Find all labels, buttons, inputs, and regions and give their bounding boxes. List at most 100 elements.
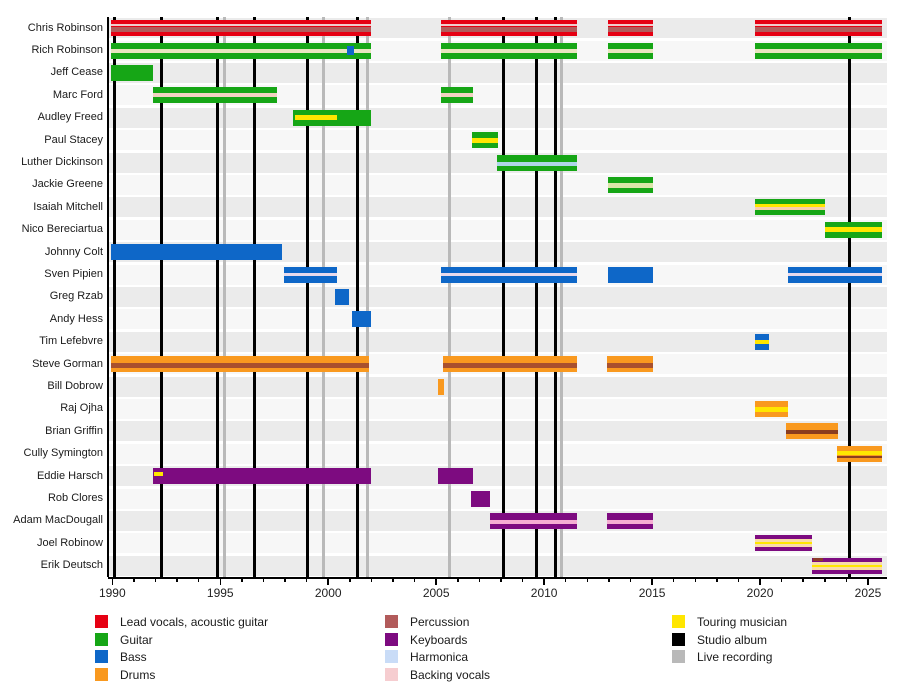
legend-label: Touring musician [697, 615, 788, 629]
x-axis-minor-tick [154, 578, 157, 582]
legend-label: Bass [120, 650, 147, 665]
member-label: Eddie Harsch [36, 469, 103, 482]
bar-stripe [111, 24, 372, 27]
bar-stripe [440, 26, 577, 32]
row-band [108, 376, 887, 397]
legend-label: Harmonica [410, 650, 469, 665]
x-axis-minor-tick [262, 578, 265, 582]
legend-label: Keyboards [410, 632, 468, 647]
bar-stripe [111, 48, 372, 53]
bar-stripe [111, 26, 372, 32]
legend-swatch [672, 632, 685, 646]
bar-stripe [471, 137, 498, 143]
legend-label: Live recording [697, 650, 773, 665]
x-axis-minor-tick [457, 578, 459, 582]
studio-album-line [502, 17, 506, 577]
row-band [108, 555, 887, 576]
legend-label: Lead vocals, acoustic guitar [120, 615, 269, 629]
studio-album-line [554, 17, 558, 577]
bar-stripe [496, 161, 577, 166]
legend-item: Backing vocals [385, 667, 635, 682]
member-label: Johnny Colt [44, 245, 103, 258]
timeline-bar [438, 468, 473, 485]
member-label: Marc Ford [52, 88, 103, 101]
member-label: Brian Griffin [45, 424, 103, 437]
member-label: Paul Stacey [44, 133, 103, 146]
studio-album-line [112, 17, 116, 577]
bar-stripe [754, 406, 789, 412]
member-label: Bill Dobrow [47, 379, 103, 392]
bar-stripe [754, 48, 883, 53]
x-axis-minor-tick [716, 578, 718, 582]
bar-overlay [283, 273, 337, 277]
bar-stripe [440, 93, 473, 98]
timeline-bar [607, 266, 654, 283]
live-recording-line [448, 17, 452, 577]
legend-swatch [95, 667, 108, 681]
studio-album-line [159, 17, 163, 577]
bar-stripe [824, 227, 883, 233]
legend-swatch [672, 615, 685, 628]
member-label: Luther Dickinson [21, 155, 103, 168]
live-recording-line [366, 17, 370, 577]
x-axis-minor-tick [176, 578, 178, 582]
timeline-bar [351, 311, 372, 328]
x-axis-minor-tick [133, 578, 135, 582]
studio-album-line [252, 17, 256, 577]
bar-stripe [606, 362, 654, 368]
x-axis-tick-label: 2025 [854, 586, 882, 600]
member-label: Andy Hess [49, 312, 103, 325]
bar-stripe [607, 182, 654, 188]
row-band [108, 175, 887, 195]
legend-label: Percussion [410, 615, 470, 629]
member-label: Jeff Cease [50, 66, 103, 79]
row-band [108, 331, 887, 352]
member-label: Rob Clores [47, 491, 103, 504]
legend-item: Studio album [672, 632, 900, 647]
y-axis-spine [107, 17, 109, 577]
row-band [108, 443, 887, 464]
bar-stripe [490, 520, 577, 524]
x-axis-major-tick [327, 578, 329, 585]
row-band [108, 488, 887, 509]
member-label: Rich Robinson [31, 43, 103, 56]
row-band [108, 421, 887, 442]
live-recording-line [560, 17, 564, 577]
legend-swatch [385, 667, 398, 681]
legend-item: Percussion [385, 615, 635, 629]
member-label: Greg Rzab [49, 290, 103, 303]
x-axis-minor-tick [521, 578, 524, 582]
x-axis-minor-tick [241, 578, 243, 582]
x-axis-line [108, 577, 887, 579]
x-axis-minor-tick [197, 578, 200, 582]
legend-swatch [385, 650, 398, 664]
x-axis-tick-label: 2010 [530, 586, 558, 600]
bar-stripe [111, 362, 370, 368]
legend-label: Backing vocals [410, 667, 491, 682]
x-axis-minor-tick [802, 578, 804, 582]
member-label: Adam MacDougall [13, 514, 103, 527]
legend-item: Keyboards [385, 632, 635, 647]
legend-label: Studio album [697, 632, 768, 647]
bar-stripe [607, 24, 654, 27]
studio-album-line [848, 17, 852, 577]
x-axis-minor-tick [500, 578, 502, 582]
member-label: Raj Ojha [60, 402, 103, 415]
bar-stripe [811, 564, 883, 567]
live-recording-line [222, 17, 226, 577]
x-axis-major-tick [759, 578, 761, 585]
member-label: Nico Bereciartua [21, 223, 103, 236]
member-label: Tim Lefebvre [39, 335, 103, 348]
member-label: Isaiah Mitchell [33, 200, 103, 213]
x-axis-minor-tick [737, 578, 740, 582]
timeline-bar [470, 490, 491, 507]
timeline-bar [153, 468, 372, 485]
member-label: Sven Pipien [44, 267, 103, 280]
x-axis-minor-tick [305, 578, 308, 582]
x-axis-minor-tick [392, 578, 394, 582]
x-axis-minor-tick [780, 578, 783, 582]
member-label: Audley Freed [37, 111, 103, 124]
x-axis-tick-label: 1995 [206, 586, 234, 600]
bar-stripe [754, 339, 769, 344]
